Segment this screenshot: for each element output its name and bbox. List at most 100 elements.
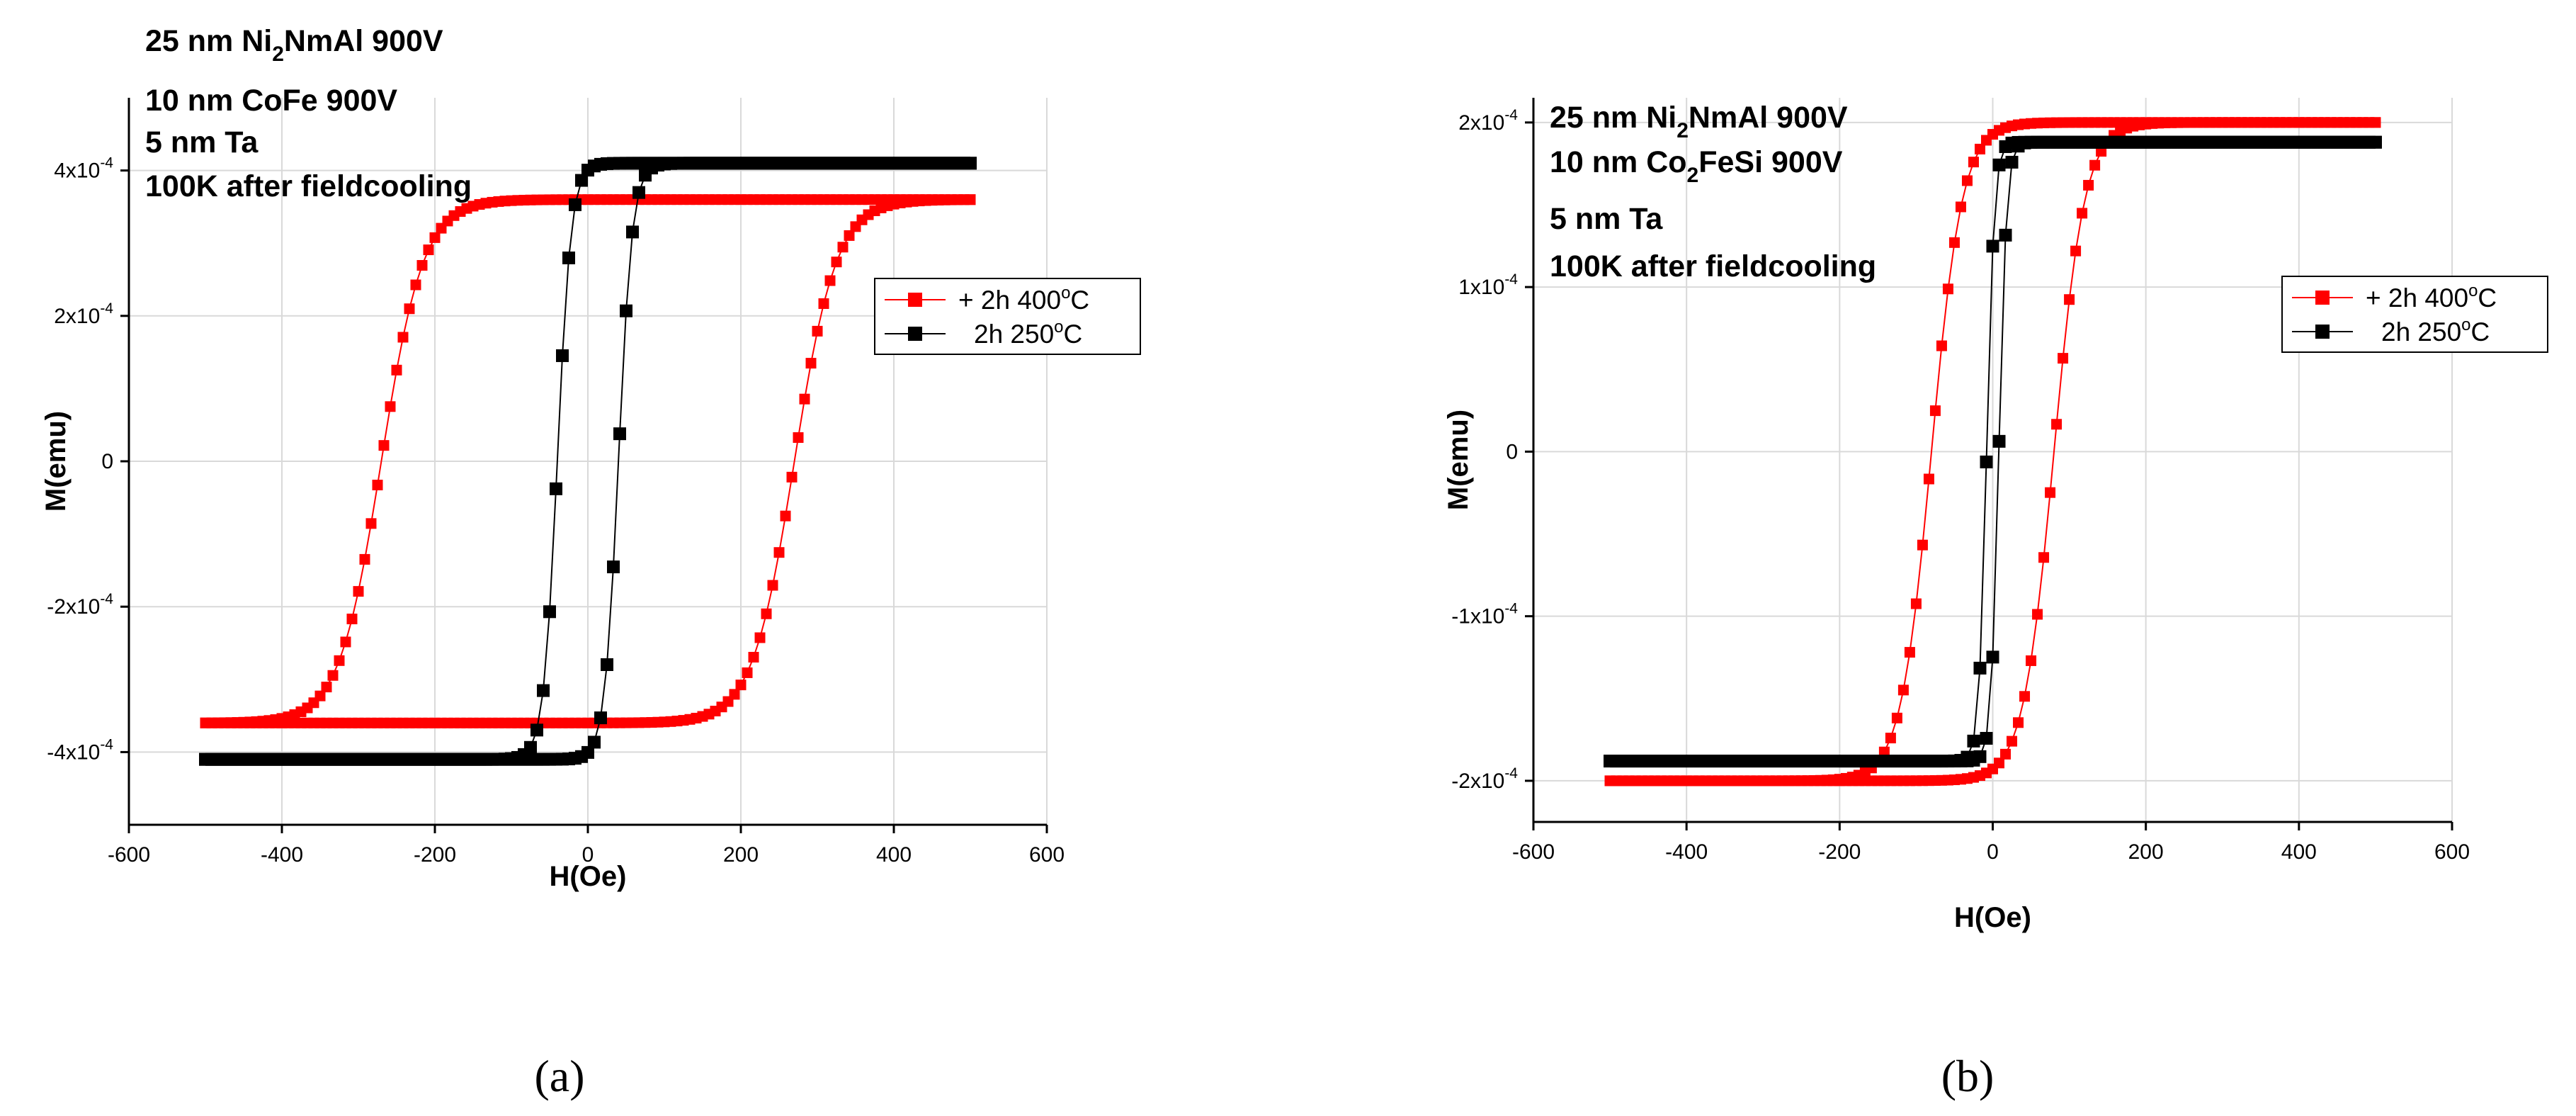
data-point: [729, 689, 740, 700]
x-tick-label: -200: [1818, 840, 1861, 864]
data-point: [581, 164, 594, 177]
x-tick-label: 400: [876, 843, 912, 867]
y-tick-label: 0: [1506, 440, 1518, 463]
data-point: [550, 482, 562, 495]
y-tick-label: -2x10-4: [1451, 765, 1518, 793]
data-point: [2007, 735, 2018, 747]
data-point: [1992, 158, 2006, 171]
data-point: [2089, 159, 2101, 171]
data-point: [1973, 750, 1987, 763]
legend-marker: [908, 293, 922, 307]
legend-box: [2281, 276, 2548, 353]
x-tick-label: 400: [2281, 840, 2317, 864]
y-tick-label: -4x10-4: [47, 736, 113, 764]
legend-marker: [2315, 325, 2330, 339]
y-axis-label: M(emu): [1443, 410, 1474, 510]
data-point: [831, 257, 842, 268]
data-point: [410, 279, 421, 291]
y-tick-label: 1x10-4: [1458, 271, 1518, 299]
panel-a: -600 -400 -200 0 200 400 600 -4x10-4 -2x10-4 0 2x1…: [40, 24, 1141, 1101]
data-point: [594, 711, 607, 725]
data-point: [575, 174, 588, 187]
data-point: [365, 518, 377, 529]
annotation-line: 10 nm Co2FeSi 900V: [1550, 145, 1843, 187]
annotation-line: 10 nm CoFe 900V: [145, 84, 397, 118]
data-point: [378, 440, 390, 451]
data-point: [632, 186, 645, 199]
data-point: [1986, 239, 1999, 253]
data-point: [340, 636, 351, 648]
x-axis-label: H(Oe): [1954, 902, 2031, 933]
data-point: [2005, 155, 2019, 169]
data-point: [1878, 746, 1890, 757]
data-point: [742, 667, 753, 678]
x-tick-label: -200: [414, 843, 456, 867]
data-point: [2051, 419, 2062, 430]
data-point: [327, 670, 339, 681]
data-point: [1999, 228, 2012, 242]
data-point: [588, 735, 601, 749]
data-point: [805, 358, 817, 369]
data-point: [556, 349, 569, 362]
x-tick-label: 0: [582, 843, 594, 867]
data-point: [404, 303, 415, 315]
data-point: [2038, 552, 2050, 563]
data-point: [385, 401, 396, 412]
x-tick-label: 200: [723, 843, 759, 867]
data-point: [626, 225, 639, 239]
legend-label: + 2h 400oC: [2366, 281, 2497, 312]
x-tick-label: 200: [2128, 840, 2164, 864]
data-point: [844, 230, 855, 241]
series-red-400C: [200, 194, 976, 728]
data-point: [812, 325, 823, 337]
annotation-line: 100K after fieldcooling: [145, 169, 472, 203]
data-point: [793, 432, 804, 444]
data-point: [837, 242, 849, 253]
data-point: [1999, 140, 2012, 153]
data-point: [2096, 146, 2107, 157]
x-tick-label: -600: [1512, 840, 1555, 864]
data-point: [2064, 294, 2075, 305]
y-tick-label: -2x10-4: [47, 591, 113, 619]
data-point: [1910, 598, 1922, 609]
annotation-line: 25 nm Ni2NmAl 900V: [1550, 101, 1848, 142]
data-point: [1904, 647, 1915, 658]
data-point: [1980, 455, 1993, 468]
data-point: [1968, 157, 1979, 168]
data-point: [1961, 175, 1973, 186]
x-tick-label: -600: [108, 843, 150, 867]
data-point: [1929, 405, 1941, 417]
data-point: [2045, 487, 2056, 498]
data-point: [423, 244, 434, 256]
panel-caption: (a): [534, 1051, 584, 1101]
annotation-line: 100K after fieldcooling: [1550, 249, 1876, 283]
data-point: [391, 364, 402, 376]
legend-label: 2h 250oC: [2381, 315, 2490, 346]
legend-label: + 2h 400oC: [958, 283, 1089, 315]
y-tick-label: -1x10-4: [1451, 601, 1518, 629]
y-axis-label: M(emu): [40, 411, 72, 512]
x-tick-label: 0: [1987, 840, 1999, 864]
data-point: [1994, 757, 2005, 769]
data-point: [2019, 691, 2031, 702]
data-point: [1980, 731, 1993, 745]
series-red-400C: [1604, 117, 2381, 787]
data-point: [321, 682, 332, 693]
data-point: [2083, 179, 2094, 191]
data-point: [199, 753, 212, 766]
legend-marker: [908, 327, 922, 341]
data-point: [2013, 717, 2024, 728]
data-point: [773, 547, 785, 558]
data-point: [748, 651, 759, 663]
data-point: [1885, 733, 1896, 744]
data-point: [397, 332, 409, 343]
data-point: [780, 510, 791, 522]
legend-box: [874, 278, 1141, 355]
legend-marker: [2315, 291, 2330, 305]
x-tick-label: 600: [1029, 843, 1065, 867]
data-point: [353, 586, 364, 597]
x-axis-label: H(Oe): [550, 861, 627, 892]
